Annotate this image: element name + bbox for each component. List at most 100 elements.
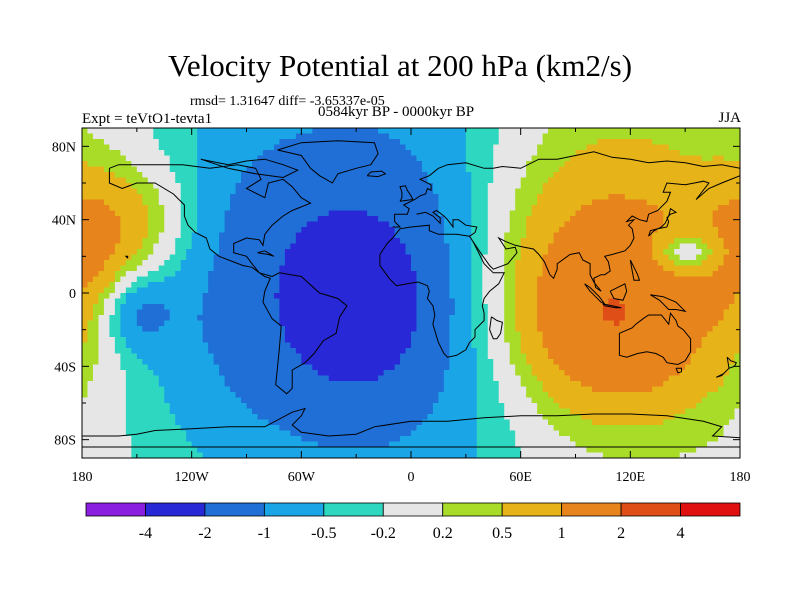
contour-cell: [92, 315, 100, 322]
contour-cell: [712, 210, 740, 217]
contour-cell: [701, 249, 714, 256]
contour-cell: [526, 161, 566, 168]
contour-cell: [186, 436, 302, 443]
contour-cell: [82, 183, 132, 190]
contour-cell: [542, 139, 599, 146]
contour-cell: [542, 133, 740, 140]
colorbar-label: 2: [617, 525, 625, 542]
contour-cell: [114, 282, 132, 289]
contour-cell: [142, 194, 160, 201]
contour-cell: [432, 183, 472, 190]
contour-cell: [180, 216, 198, 223]
contour-cell: [443, 232, 472, 239]
contour-cell: [158, 381, 226, 388]
contour-cell: [82, 348, 100, 355]
contour-cell: [471, 194, 489, 201]
contour-cell: [652, 243, 670, 250]
contour-cell: [723, 243, 740, 250]
contour-cell: [526, 221, 566, 228]
contour-cell: [449, 337, 472, 344]
contour-cell: [246, 166, 423, 173]
colorbar-label: 1: [558, 525, 566, 542]
coastline: [416, 209, 478, 237]
contour-cell: [520, 337, 544, 344]
contour-cell: [284, 254, 412, 261]
contour-cell: [531, 397, 555, 404]
contour-cell: [542, 188, 740, 195]
contour-cell: [685, 408, 736, 415]
contour-cell: [449, 260, 472, 267]
contour-cell: [515, 304, 538, 311]
contour-cell: [405, 348, 450, 355]
contour-cell: [82, 210, 116, 217]
contour-cell: [82, 419, 127, 426]
contour-cell: [279, 425, 418, 432]
coastline: [399, 185, 414, 202]
contour-cell: [504, 243, 522, 250]
contour-cell: [542, 342, 703, 349]
contour-cell: [515, 430, 560, 437]
contour-cell: [197, 447, 478, 454]
contour-cell: [262, 150, 412, 157]
contour-cell: [411, 430, 478, 437]
contour-cell: [295, 133, 390, 140]
contour-cell: [120, 364, 149, 371]
contour-cell: [531, 155, 571, 162]
contour-cell: [98, 320, 111, 327]
coastline: [675, 367, 682, 374]
contour-cell: [82, 128, 89, 135]
contour-cell: [542, 265, 664, 272]
contour-cell: [120, 276, 138, 283]
contour-cell: [718, 227, 740, 234]
contour-cell: [224, 381, 445, 388]
contour-cell: [82, 243, 116, 250]
contour-cell: [416, 315, 450, 322]
coastline: [584, 283, 606, 305]
contour-cell: [504, 276, 516, 283]
contour-cell: [471, 177, 494, 184]
contour-cell: [284, 326, 418, 333]
contour-cell: [537, 276, 740, 283]
contour-cell: [487, 194, 516, 201]
coastline: [726, 356, 738, 369]
contour-cell: [120, 304, 143, 311]
contour-cell: [82, 353, 100, 360]
contour-cell: [306, 221, 390, 228]
contour-cell: [515, 188, 544, 195]
contour-cell: [82, 441, 132, 448]
contour-cell: [82, 309, 94, 316]
contour-cell: [707, 243, 725, 250]
contour-cell: [82, 403, 127, 410]
contour-cell: [465, 128, 500, 135]
contour-cell: [427, 172, 472, 179]
contour-cell: [690, 359, 736, 366]
contour-cell: [169, 309, 204, 316]
contour-cell: [213, 260, 286, 267]
contour-cell: [197, 315, 280, 322]
contour-cell: [465, 133, 500, 140]
contour-cell: [531, 364, 560, 371]
contour-cell: [471, 326, 489, 333]
contour-cell: [197, 166, 248, 173]
contour-cell: [723, 375, 740, 382]
contour-cell: [219, 238, 297, 245]
contour-cell: [131, 452, 204, 458]
contour-cell: [591, 419, 664, 426]
contour-cell: [493, 150, 538, 157]
contour-cell: [652, 254, 670, 261]
contour-cell: [427, 177, 472, 184]
contour-cell: [696, 254, 708, 261]
contour-cell: [92, 370, 127, 377]
contour-cell: [142, 304, 165, 311]
contour-cell: [526, 353, 549, 360]
contour-cell: [663, 210, 714, 217]
contour-cell: [208, 287, 280, 294]
contour-cell: [224, 210, 330, 217]
contour-cell: [520, 183, 544, 190]
contour-cell: [136, 188, 160, 195]
contour-cell: [219, 232, 297, 239]
contour-cell: [202, 326, 286, 333]
contour-cell: [734, 353, 740, 360]
contour-cell: [476, 392, 500, 399]
contour-cell: [378, 128, 467, 135]
